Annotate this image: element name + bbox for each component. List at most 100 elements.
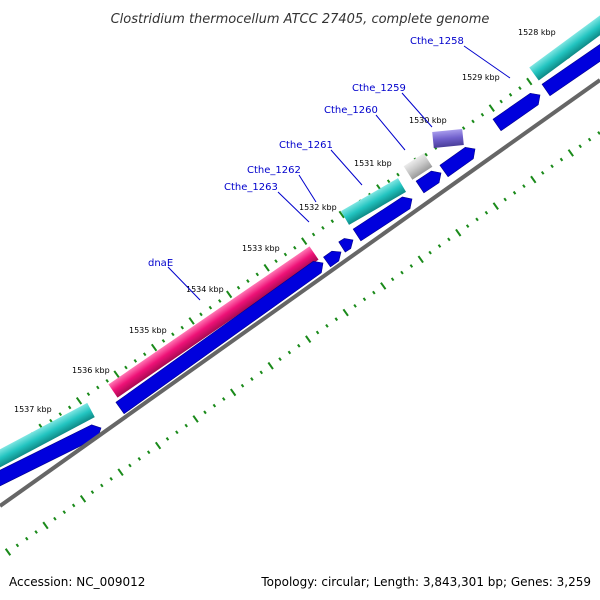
inner-tick xyxy=(587,137,592,142)
inner-tick xyxy=(390,277,395,282)
outer-tick xyxy=(208,305,213,310)
inner-tick xyxy=(447,237,451,242)
gene-label[interactable]: dnaE xyxy=(148,258,173,269)
inner-tick xyxy=(79,494,87,503)
inner-tick xyxy=(475,217,479,222)
inner-tick xyxy=(540,170,545,175)
tick-label: 1535 kbp xyxy=(129,326,167,335)
cds-arrow xyxy=(541,43,600,97)
inner-tick xyxy=(62,510,67,514)
inner-tick xyxy=(400,270,404,275)
tick-labels: 1528 kbp 1529 kbp 1530 kbp 1531 kbp 1532 kbp… xyxy=(14,28,556,414)
cds-arrow xyxy=(439,147,476,178)
inner-tick xyxy=(428,250,432,255)
outer-tick xyxy=(274,259,278,263)
callout-line xyxy=(401,92,433,128)
gene-label[interactable]: Cthe_1258 xyxy=(410,36,464,47)
inner-tick xyxy=(484,210,489,215)
gene-callouts[interactable]: Cthe_1258 Cthe_1259 Cthe_1260 Cthe_1261 Cthe… xyxy=(148,36,511,301)
inner-tick xyxy=(184,423,188,428)
inner-tick xyxy=(212,403,217,408)
inner-tick xyxy=(372,290,376,295)
outer-tick xyxy=(142,352,147,357)
trna-feature xyxy=(529,11,600,81)
inner-tick xyxy=(437,244,442,248)
gene-label[interactable]: Cthe_1262 xyxy=(247,165,301,176)
inner-tick xyxy=(203,410,207,415)
inner-tick xyxy=(353,304,357,308)
inner-tick xyxy=(455,228,462,237)
inner-tick xyxy=(90,490,95,495)
cds-arrow xyxy=(352,196,413,242)
outer-tick xyxy=(150,343,158,352)
cds-arrow xyxy=(415,170,442,194)
inner-tick xyxy=(146,450,151,455)
cds-arrow xyxy=(115,261,324,415)
outer-tick xyxy=(113,370,120,379)
outer-tick xyxy=(424,152,428,157)
cds-track xyxy=(0,43,600,495)
outer-tick xyxy=(526,77,533,86)
inner-tick xyxy=(325,323,329,328)
tick-label: 1530 kbp xyxy=(409,116,447,125)
inner-tick xyxy=(559,157,564,162)
outer-tick xyxy=(283,252,288,257)
outer-tick xyxy=(49,418,53,423)
inner-tick-track xyxy=(4,131,600,556)
gene-label[interactable]: Cthe_1260 xyxy=(324,105,378,116)
inner-tick xyxy=(465,224,470,228)
ncrna-feature xyxy=(432,129,464,148)
outer-tick xyxy=(180,325,184,330)
inner-tick xyxy=(417,255,424,264)
gene-label[interactable]: Cthe_1263 xyxy=(224,182,278,193)
inner-tick xyxy=(297,343,301,348)
outer-tick xyxy=(461,126,466,130)
outer-tick xyxy=(488,104,495,112)
inner-tick xyxy=(240,383,245,388)
outer-tick xyxy=(161,339,166,343)
inner-tick xyxy=(315,330,320,335)
outer-tick xyxy=(301,237,308,245)
inner-tick xyxy=(567,149,574,157)
inner-tick xyxy=(267,361,274,370)
callout-line xyxy=(167,266,201,301)
gene-label[interactable]: Cthe_1261 xyxy=(279,140,333,151)
inner-tick xyxy=(137,456,142,461)
inner-tick xyxy=(15,543,20,548)
inner-tick xyxy=(165,437,170,441)
tick-label: 1532 kbp xyxy=(299,203,337,212)
inner-tick xyxy=(53,516,57,521)
inner-tick xyxy=(25,536,29,541)
outer-tick-track xyxy=(0,33,597,458)
feature-track xyxy=(0,11,600,477)
inner-tick xyxy=(305,335,312,343)
outer-tick xyxy=(321,225,325,230)
outer-tick xyxy=(226,290,233,299)
inner-tick xyxy=(259,370,264,375)
inner-tick xyxy=(512,190,517,195)
outer-tick xyxy=(246,279,250,283)
tick-label: 1534 kbp xyxy=(186,285,224,294)
inner-tick xyxy=(42,521,49,530)
outer-tick xyxy=(263,263,270,272)
tick-label: 1528 kbp xyxy=(518,28,556,37)
outer-tick xyxy=(386,179,391,184)
inner-tick xyxy=(230,388,237,397)
gene-label[interactable]: Cthe_1259 xyxy=(352,83,406,94)
inner-tick xyxy=(34,530,38,534)
pseudo-feature xyxy=(403,153,433,180)
outer-tick xyxy=(499,99,503,104)
outer-tick xyxy=(58,412,63,416)
callout-line xyxy=(277,191,310,223)
inner-tick xyxy=(530,175,537,184)
rrna-feature xyxy=(0,402,95,477)
inner-tick xyxy=(128,463,132,468)
inner-tick xyxy=(100,483,104,488)
outer-tick xyxy=(218,299,222,303)
callout-line xyxy=(375,114,406,151)
tick-label: 1531 kbp xyxy=(354,159,392,168)
inner-tick xyxy=(409,264,414,268)
outer-tick xyxy=(96,385,100,390)
inner-tick xyxy=(71,503,76,508)
outer-tick xyxy=(236,285,241,290)
